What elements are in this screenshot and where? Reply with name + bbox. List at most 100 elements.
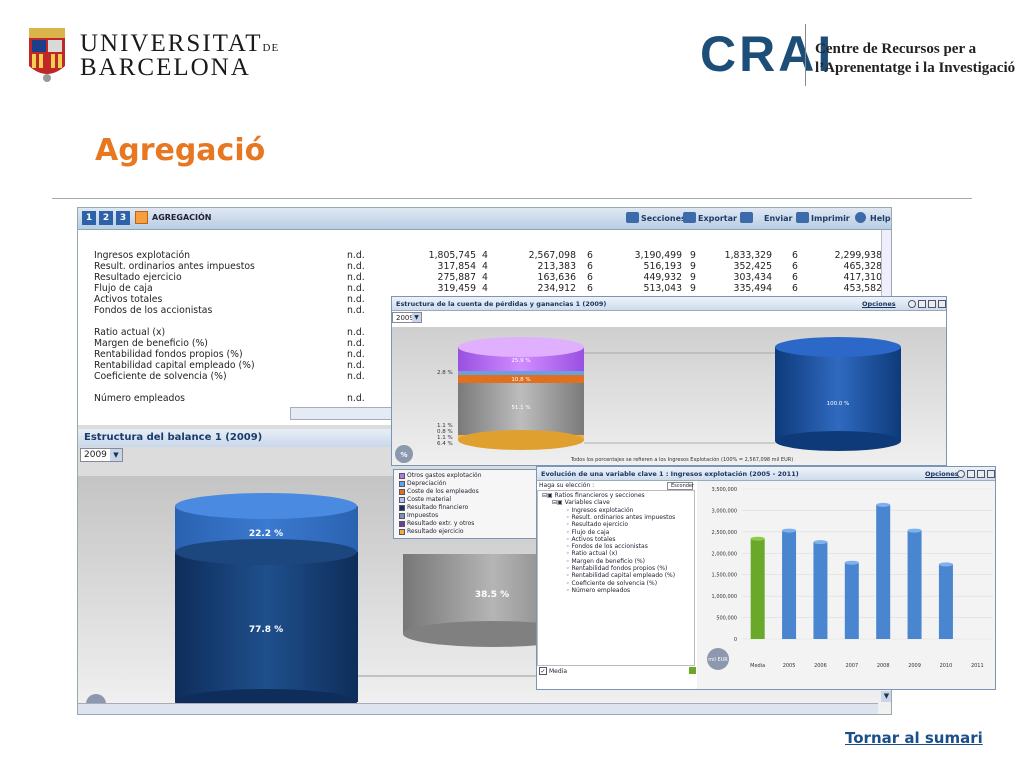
tree-item[interactable]: ◦ Activos totales (566, 536, 616, 543)
email-icon[interactable] (740, 212, 753, 223)
sections-button[interactable]: Secciones (641, 214, 686, 223)
tab-3[interactable]: 3 (116, 211, 130, 225)
row-label: Resultado ejercicio (94, 272, 182, 283)
evolution-mode-select[interactable]: Esconder (667, 482, 694, 490)
tree-item[interactable]: ◦ Resultado ejercicio (566, 521, 628, 528)
table-cell: 6 (587, 250, 593, 261)
legend-item: Impuestos (399, 512, 438, 520)
back-to-summary-link[interactable]: Tornar al sumari (845, 729, 983, 747)
sections-icon[interactable] (626, 212, 639, 223)
table-cell: n.d. (347, 250, 365, 261)
tree-item[interactable]: ◦ Coeficiente de solvencia (%) (566, 580, 657, 587)
tree-item[interactable]: ⊟▣ Ratios financieros y secciones (542, 492, 645, 499)
bar-Media[interactable] (750, 538, 765, 639)
tree-item[interactable]: ◦ Ratio actual (x) (566, 550, 617, 557)
legend-label: Resultado financiero (407, 504, 469, 511)
printer-icon[interactable] (796, 212, 809, 223)
pl-options-link[interactable]: Opciones (862, 300, 896, 308)
unit-badge[interactable] (707, 648, 729, 670)
x-tick-label: 2008 (877, 663, 890, 669)
balance-label-1: 22.2 % (249, 529, 283, 539)
pl-close-icon[interactable] (938, 300, 946, 308)
bar-2009[interactable] (907, 530, 922, 639)
send-button[interactable]: Enviar (764, 214, 793, 223)
table-row: Rentabilidad fondos propios (%) n.d. (94, 349, 884, 360)
pl-segment-employees (458, 375, 584, 383)
bar-2005[interactable] (782, 530, 797, 639)
bar-top-2006 (813, 540, 828, 545)
tree-item[interactable]: ◦ Ingresos explotación (566, 507, 633, 514)
row-label: Activos totales (94, 294, 163, 305)
table-cell: 2,299,938 (834, 250, 882, 261)
pl-stack-base (458, 430, 584, 450)
evolution-minimize-icon[interactable] (967, 470, 975, 478)
balance-horizontal-scrollbar[interactable] (78, 703, 878, 714)
tree-item[interactable]: ◦ Flujo de caja (566, 529, 609, 536)
table-cell: 9 (690, 250, 696, 261)
tree-item-label: Ingresos explotación (571, 506, 634, 514)
evolution-maximize-icon[interactable] (977, 470, 985, 478)
x-tick-label: 2007 (845, 663, 858, 669)
y-tick-label: 1,000,000 (712, 594, 737, 600)
pl-left-label-3: 0.8 % (437, 429, 453, 435)
bar-2006[interactable] (813, 542, 828, 639)
legend-item: Coste material (399, 496, 451, 504)
table-cell: 4 (482, 250, 488, 261)
balance-year-value: 2009 (84, 450, 107, 460)
media-checkbox[interactable]: ✓ (539, 667, 547, 675)
bar-2008[interactable] (876, 504, 891, 639)
pl-year-select[interactable]: 2009 ▼ (392, 312, 422, 323)
pl-minimize-icon[interactable] (918, 300, 926, 308)
help-icon[interactable] (855, 212, 866, 223)
evolution-options-link[interactable]: Opciones (925, 470, 959, 478)
legend-label: Coste material (407, 496, 451, 503)
legend-item: Resultado extr. y otros (399, 520, 474, 528)
pl-revenue-cylinder (775, 347, 901, 441)
tree-item[interactable]: ◦ Número empleados (566, 587, 630, 594)
pl-stack-label-2: 10.8 % (511, 377, 530, 383)
balance-year-select[interactable]: 2009 ▼ (80, 448, 123, 462)
table-cell: 352,425 (733, 261, 772, 272)
scroll-down-icon[interactable]: ▼ (881, 691, 891, 702)
pl-footnote: Todos los porcentajes se refieren a los … (570, 456, 793, 463)
y-tick-label: 2,000,000 (712, 551, 737, 557)
radio-icon: ◦ (566, 572, 572, 580)
tree-item[interactable]: ◦ Rentabilidad fondos propios (%) (566, 565, 667, 572)
help-button[interactable]: Help (870, 214, 891, 223)
export-button[interactable]: Exportar (698, 214, 737, 223)
tab-1[interactable]: 1 (82, 211, 96, 225)
bar-2007[interactable] (844, 562, 859, 639)
tree-item[interactable]: ◦ Fondos de los accionistas (566, 543, 648, 550)
tab-2[interactable]: 2 (99, 211, 113, 225)
tree-item[interactable]: ◦ Result. ordinarios antes impuestos (566, 514, 675, 521)
bar-2010[interactable] (938, 564, 953, 639)
y-tick-label: 0 (734, 637, 737, 643)
table-row: Resultado ejercicio n.d. 275,887 4 163,636 6 4… (94, 272, 884, 283)
legend-item: Coste de los empleados (399, 488, 479, 496)
y-tick-label: 3,500,000 (712, 487, 737, 493)
tree-item[interactable]: ⊟▣ Variables clave (552, 499, 610, 506)
x-tick-label: 2009 (908, 663, 921, 669)
table-cell: 4 (482, 272, 488, 283)
balance-label-2: 77.8 % (249, 625, 283, 635)
print-button[interactable]: Imprimir (811, 214, 850, 223)
table-cell: n.d. (347, 305, 365, 316)
pl-year-value: 2009 (396, 314, 414, 322)
table-cell: 453,582 (843, 283, 882, 294)
evolution-help-icon[interactable] (957, 470, 965, 478)
crai-description-line2: l’Aprenentatge i la Investigació (815, 60, 1016, 76)
y-tick-label: 3,000,000 (712, 508, 737, 514)
pl-percent-badge[interactable] (395, 445, 413, 463)
export-icon[interactable] (683, 212, 696, 223)
tree-item-label: Número empleados (571, 586, 631, 594)
tree-item[interactable]: ◦ Margen de beneficio (%) (566, 558, 645, 565)
aggregation-icon[interactable] (135, 211, 148, 224)
radio-icon: ◦ (566, 528, 572, 536)
pl-maximize-icon[interactable] (928, 300, 936, 308)
balance-label-3: 38.5 % (475, 590, 509, 600)
pl-left-label-5: 6.4 % (437, 441, 453, 447)
evolution-close-icon[interactable] (987, 470, 995, 478)
table-cell: 6 (792, 250, 798, 261)
tree-item[interactable]: ◦ Rentabilidad capital empleado (%) (566, 572, 675, 579)
pl-help-icon[interactable] (908, 300, 916, 308)
